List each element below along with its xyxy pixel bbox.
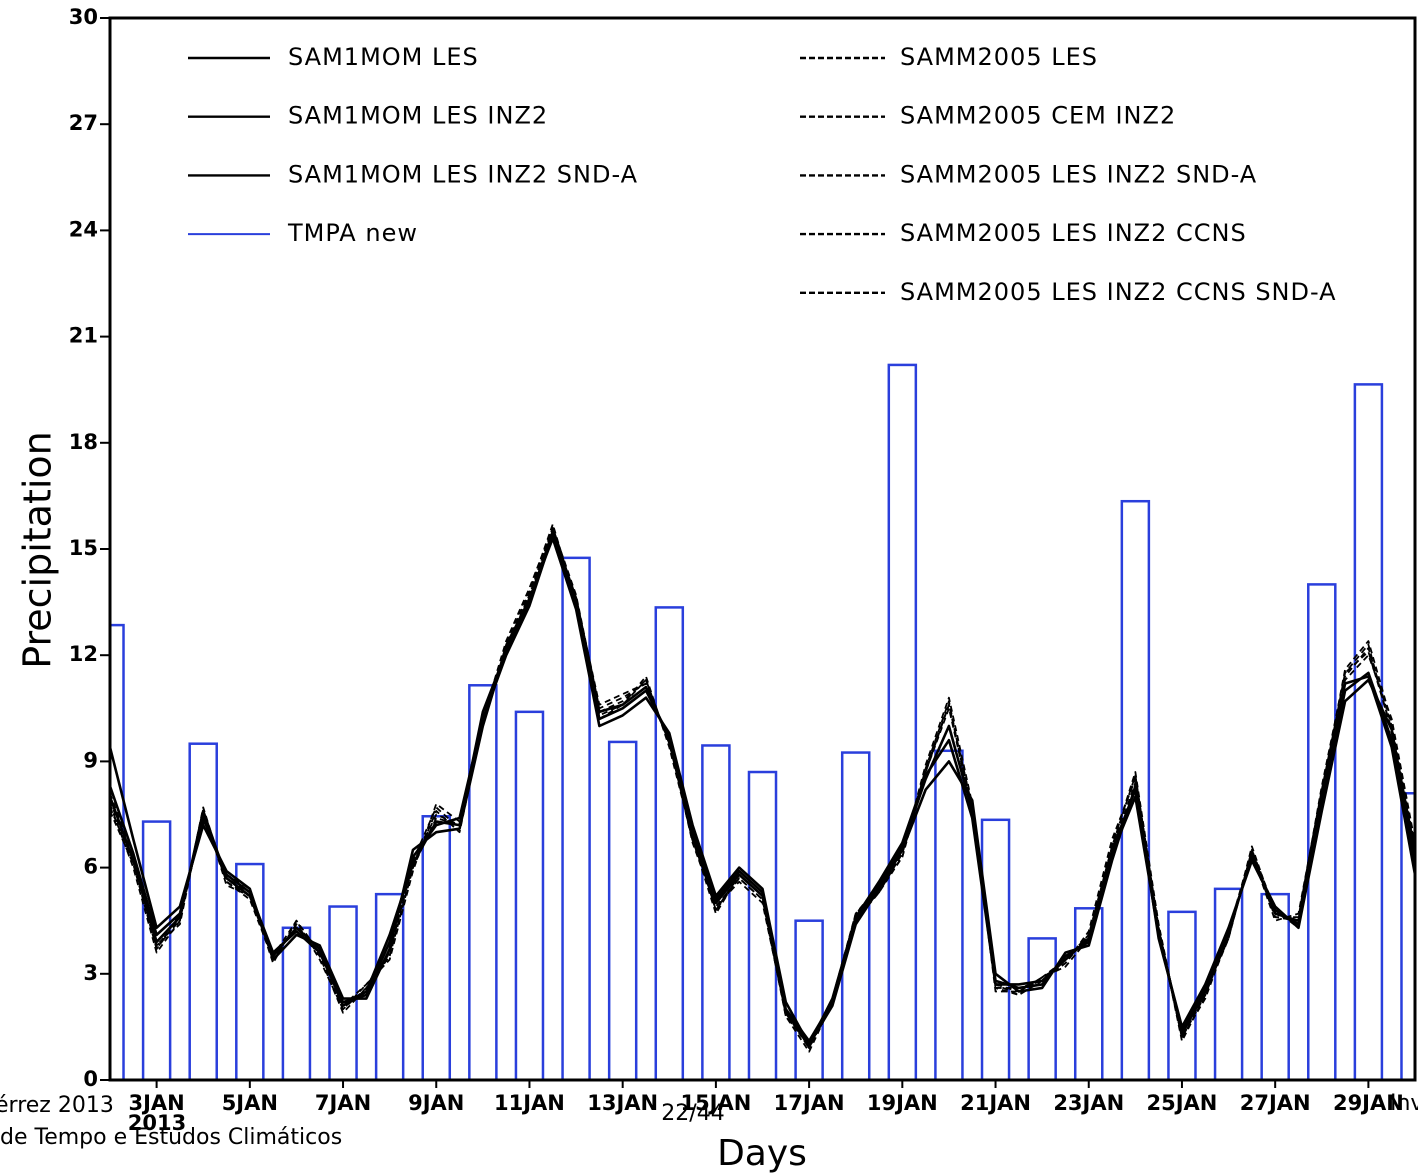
line-layer: [110, 523, 1415, 1053]
series-line: [110, 526, 1415, 1046]
series-line: [110, 526, 1415, 1046]
legend-label: SAM1MOM LES INZ2 SND-A: [288, 160, 638, 188]
y-tick-label: 27: [69, 111, 98, 135]
footer-right: Inv: [1390, 1091, 1418, 1116]
legend-label: SAM1MOM LES INZ2: [288, 102, 548, 130]
bar: [747, 770, 778, 1080]
bar: [374, 892, 405, 1080]
legend-label: SAMM2005 CEM INZ2: [900, 102, 1176, 130]
bar: [1307, 583, 1337, 1080]
footer-left-top: érrez 2013: [0, 1093, 114, 1118]
y-tick-label: 24: [69, 217, 98, 241]
legend-label: SAMM2005 LES: [900, 43, 1098, 71]
legend-label: SAM1MOM LES: [288, 43, 479, 71]
legend-label: SAMM2005 LES INZ2 CCNS SND-A: [900, 278, 1337, 306]
x-year-label: 2013: [128, 1111, 186, 1135]
y-tick-label: 15: [69, 536, 98, 560]
bar: [1213, 887, 1244, 1080]
series-line: [110, 529, 1415, 1046]
series-line: [110, 530, 1415, 1050]
x-tick-label: 3JAN: [128, 1091, 184, 1115]
legend-label: SAMM2005 LES INZ2 SND-A: [900, 160, 1257, 188]
bar: [1260, 892, 1290, 1080]
series-line: [110, 533, 1415, 1043]
x-tick-label: 9JAN: [408, 1091, 464, 1115]
y-tick-label: 18: [69, 430, 98, 454]
y-tick-label: 9: [83, 748, 98, 772]
bar: [468, 684, 498, 1080]
bar: [980, 818, 1011, 1080]
footer-left-bottom: de Tempo e Estudos Climáticos: [0, 1125, 342, 1150]
x-tick-label: 19JAN: [867, 1091, 938, 1115]
bar: [235, 862, 265, 1080]
x-tick-label: 29JAN: [1333, 1091, 1404, 1115]
bar: [328, 905, 358, 1080]
series-line: [110, 537, 1415, 1046]
bar: [110, 623, 125, 1080]
x-tick-label: 11JAN: [494, 1091, 565, 1115]
bar: [654, 606, 685, 1080]
y-axis-label: Precipitation: [16, 431, 60, 669]
series-line: [110, 523, 1415, 1053]
x-tick-label: 7JAN: [315, 1091, 371, 1115]
bar: [281, 926, 312, 1080]
x-tick-label: 15JAN: [680, 1091, 751, 1115]
bar: [421, 815, 452, 1080]
bar: [607, 740, 638, 1080]
bar: [840, 751, 871, 1080]
y-tick-label: 6: [83, 855, 98, 879]
x-tick-label: 17JAN: [774, 1091, 845, 1115]
bar: [887, 363, 918, 1080]
bar: [141, 820, 172, 1080]
legend-label: TMPA new: [287, 219, 418, 247]
bar: [561, 556, 591, 1080]
bar: [794, 919, 824, 1080]
bar: [1073, 907, 1104, 1080]
x-tick-label: 13JAN: [587, 1091, 658, 1115]
bar: [1027, 937, 1057, 1080]
footer-page: 22/44: [661, 1101, 724, 1126]
x-tick-label: 5JAN: [222, 1091, 278, 1115]
bar: [1353, 383, 1384, 1080]
y-tick-label: 12: [69, 642, 98, 666]
series-line: [110, 526, 1415, 1050]
bar-layer: [110, 363, 1415, 1080]
x-tick-label: 25JAN: [1147, 1091, 1218, 1115]
y-tick-label: 3: [83, 961, 98, 985]
legend-label: SAMM2005 LES INZ2 CCNS: [900, 219, 1247, 247]
y-tick-label: 21: [69, 324, 98, 348]
x-tick-label: 23JAN: [1053, 1091, 1124, 1115]
x-tick-label: 27JAN: [1240, 1091, 1311, 1115]
bar: [514, 710, 545, 1080]
x-axis-label: Days: [717, 1133, 807, 1174]
y-tick-label: 30: [69, 5, 98, 29]
bar: [934, 749, 964, 1080]
bar: [188, 742, 218, 1080]
y-tick-label: 0: [83, 1067, 98, 1091]
x-tick-label: 21JAN: [960, 1091, 1031, 1115]
